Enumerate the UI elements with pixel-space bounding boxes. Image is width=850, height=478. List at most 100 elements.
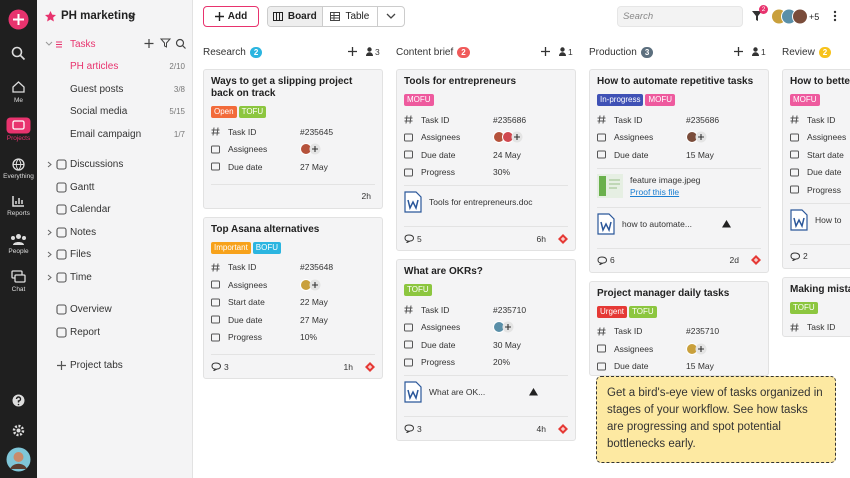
filter-icon[interactable] bbox=[752, 11, 763, 21]
nav-item[interactable]: Calendar bbox=[70, 204, 111, 215]
field-value: 24 May bbox=[493, 149, 521, 160]
rail-label[interactable]: Chat bbox=[11, 286, 26, 293]
rail-label[interactable]: People bbox=[8, 248, 29, 255]
tasks-actions[interactable] bbox=[144, 38, 189, 49]
nav-item[interactable]: Time bbox=[70, 271, 92, 283]
rail-label[interactable]: Everything bbox=[3, 173, 34, 180]
list-name[interactable]: Social media bbox=[70, 106, 128, 118]
view-switch: Board Table bbox=[267, 6, 405, 27]
field-icon bbox=[597, 362, 606, 371]
task-card[interactable]: How to better h deadlines as a MOFU Task I… bbox=[782, 69, 850, 269]
nav-item[interactable]: Files bbox=[70, 249, 92, 260]
task-card[interactable]: How to automate repetitive tasks In-progr… bbox=[589, 69, 769, 273]
nav-item[interactable]: Gantt bbox=[70, 181, 95, 193]
tags: Open TOFU bbox=[211, 106, 375, 118]
help-icon[interactable] bbox=[12, 394, 25, 407]
globe-icon[interactable] bbox=[12, 158, 25, 171]
tags: TOFU bbox=[790, 301, 850, 314]
attachment[interactable]: how to automate... bbox=[597, 206, 761, 240]
add-button[interactable]: Add bbox=[203, 6, 259, 27]
chevron[interactable] bbox=[128, 13, 136, 19]
field-value: #235645 bbox=[300, 126, 334, 137]
nav-item[interactable]: Notes bbox=[70, 226, 97, 238]
assignee-avatars[interactable] bbox=[300, 278, 332, 291]
field-label: Start date bbox=[807, 149, 844, 160]
members-icon bbox=[752, 47, 759, 56]
chat-icon[interactable] bbox=[11, 270, 26, 283]
rail-label[interactable]: Reports bbox=[7, 210, 30, 217]
attachment-name: feature image.jpeg bbox=[630, 174, 701, 185]
views-dropdown[interactable] bbox=[378, 12, 404, 21]
people-icon[interactable] bbox=[10, 233, 27, 245]
task-card[interactable]: Making mistak TOFU Task ID bbox=[782, 276, 850, 337]
table-tab[interactable]: Table bbox=[323, 7, 379, 26]
comment-icon bbox=[211, 362, 221, 371]
board-tab[interactable]: Board bbox=[268, 7, 323, 26]
task-card[interactable]: Ways to get a slipping project back on t… bbox=[203, 69, 383, 209]
expand-arrow bbox=[47, 251, 52, 258]
kebab-menu[interactable] bbox=[833, 10, 837, 22]
add-task[interactable] bbox=[541, 47, 550, 56]
card-title: Ways to get a slipping project back on t… bbox=[211, 76, 353, 99]
task-card[interactable]: What are OKRs? TOFU Task ID #235710 Assignee… bbox=[396, 259, 576, 441]
comment-count: 3 bbox=[417, 423, 422, 434]
attachment-link[interactable]: Proof this file bbox=[630, 186, 680, 197]
doc-icon bbox=[404, 381, 422, 403]
task-card[interactable]: Top Asana alternatives Important BOFU Task … bbox=[203, 216, 383, 379]
reports-icon[interactable] bbox=[12, 195, 25, 207]
assignee-avatars[interactable] bbox=[686, 131, 718, 144]
more-members[interactable]: +5 bbox=[809, 12, 820, 22]
task-card[interactable]: Project manager daily tasks Urgent TOFU Tas… bbox=[589, 280, 769, 376]
nav-item[interactable]: Discussions bbox=[70, 159, 124, 170]
assignee-avatars[interactable] bbox=[493, 321, 525, 334]
add-task[interactable] bbox=[734, 47, 743, 56]
task-card[interactable]: Tools for entrepreneurs MOFU Task ID #23568… bbox=[396, 69, 576, 251]
attachment-info: What are OK... bbox=[429, 387, 485, 397]
attachment[interactable]: Tools for entrepreneurs.doc bbox=[404, 185, 568, 218]
field-row: Assignees bbox=[404, 319, 568, 337]
list-name[interactable]: PH articles bbox=[70, 61, 119, 72]
attachment[interactable]: How to bbox=[790, 202, 850, 236]
field-row: Due date 27 May bbox=[211, 158, 375, 176]
assignee-avatars[interactable] bbox=[300, 143, 332, 156]
add-task[interactable] bbox=[348, 47, 357, 56]
field-row: Task ID bbox=[790, 319, 850, 337]
list-name[interactable]: Guest posts bbox=[70, 83, 124, 95]
attachment[interactable]: What are OK... bbox=[404, 375, 568, 408]
field-value: #235648 bbox=[300, 262, 334, 273]
field-icon bbox=[597, 150, 606, 159]
tasks-link[interactable]: Tasks bbox=[70, 39, 96, 50]
card-title: Tools for entrepreneurs bbox=[404, 76, 517, 87]
field-icon bbox=[404, 168, 413, 177]
image-icon bbox=[597, 173, 623, 198]
add-icon[interactable] bbox=[8, 9, 29, 30]
project-title[interactable]: PH marketing bbox=[61, 10, 136, 22]
projects-icon[interactable] bbox=[6, 117, 31, 134]
nav-item[interactable]: Report bbox=[70, 327, 101, 338]
field-value: #235710 bbox=[686, 326, 720, 337]
user-avatar[interactable] bbox=[6, 447, 31, 472]
field-label: Assignees bbox=[421, 322, 461, 333]
home-icon[interactable] bbox=[12, 81, 25, 93]
list-count: 5/15 bbox=[169, 107, 185, 117]
field-label: Task ID bbox=[807, 322, 836, 333]
field-label: Assignees bbox=[614, 343, 654, 354]
comment-count: 2 bbox=[803, 251, 808, 261]
filter-badge: 2 bbox=[759, 5, 768, 14]
member-avatars[interactable] bbox=[771, 8, 809, 25]
rail-label[interactable]: Me bbox=[13, 97, 24, 104]
assignee-avatars[interactable] bbox=[686, 342, 718, 355]
search-input[interactable]: Search bbox=[617, 6, 743, 27]
project-tabs[interactable]: Project tabs bbox=[70, 360, 123, 371]
assignee-avatars[interactable] bbox=[493, 131, 534, 144]
field-row: Assignees bbox=[597, 340, 761, 358]
attachment[interactable]: feature image.jpeg Proof this file bbox=[597, 167, 761, 203]
list-name[interactable]: Email campaign bbox=[70, 129, 142, 141]
plus-icon bbox=[57, 361, 66, 370]
search-icon[interactable] bbox=[11, 46, 26, 61]
field-label: Due date bbox=[421, 339, 456, 350]
settings-icon[interactable] bbox=[12, 424, 25, 437]
rail-label[interactable]: Projects bbox=[6, 135, 31, 142]
nav-item[interactable]: Overview bbox=[70, 304, 112, 315]
field-row: Assignees bbox=[404, 129, 568, 147]
